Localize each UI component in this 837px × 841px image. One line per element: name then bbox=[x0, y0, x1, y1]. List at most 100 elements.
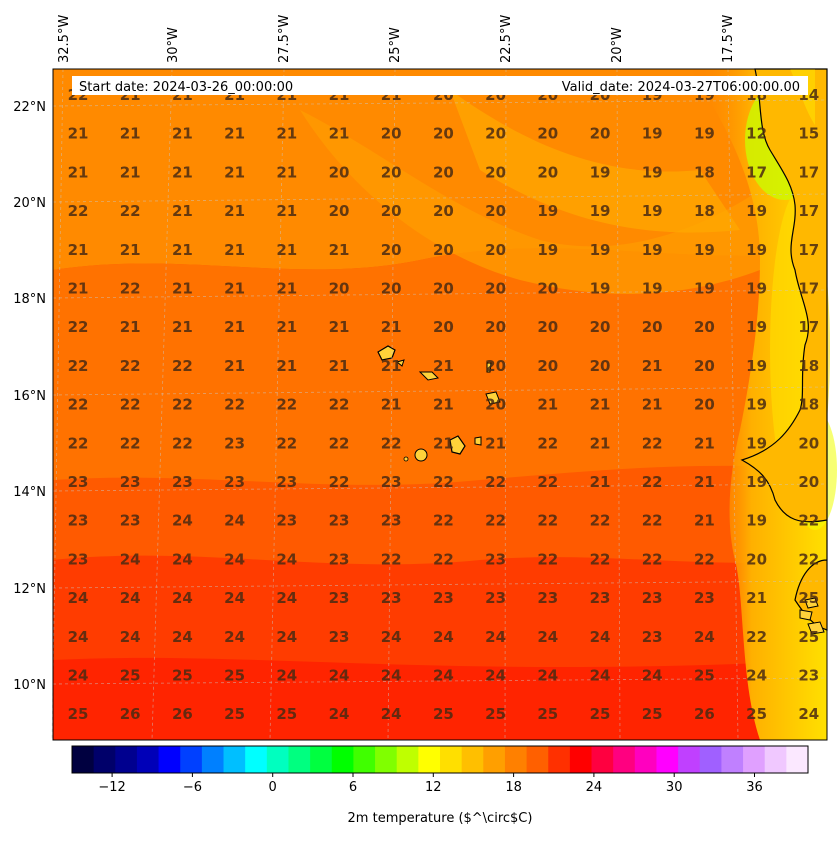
value-label-r15-c13: 24 bbox=[746, 667, 767, 685]
colorbar-cell-6 bbox=[201, 746, 225, 773]
value-label-r11-c14: 22 bbox=[798, 512, 819, 530]
colorbar-cell-33 bbox=[786, 746, 809, 773]
colorbar-cell-24 bbox=[591, 746, 614, 773]
value-label-r10-c10: 21 bbox=[590, 473, 611, 491]
latitude-labels: 22°N 20°N 18°N 16°N 14°N 12°N 10°N bbox=[13, 100, 46, 693]
colorbar-cell-2 bbox=[115, 746, 138, 773]
value-label-r9-c13: 19 bbox=[746, 434, 767, 452]
value-label-r11-c5: 23 bbox=[329, 512, 350, 530]
lat-label-12n: 12°N bbox=[13, 582, 46, 597]
value-label-r12-c12: 22 bbox=[694, 550, 715, 568]
lat-label-14n: 14°N bbox=[13, 485, 46, 500]
value-label-r5-c12: 19 bbox=[694, 280, 715, 298]
value-label-r15-c8: 24 bbox=[485, 667, 506, 685]
value-label-r2-c12: 18 bbox=[694, 163, 715, 181]
colorbar-cell-23 bbox=[569, 746, 593, 773]
value-label-r14-c13: 22 bbox=[746, 628, 767, 646]
value-label-r4-c13: 19 bbox=[746, 241, 767, 259]
value-labels: 2221212121212120202020191918142121212121… bbox=[68, 86, 820, 723]
value-label-r16-c4: 25 bbox=[276, 705, 297, 723]
value-label-r12-c13: 20 bbox=[746, 550, 767, 568]
value-label-r3-c5: 20 bbox=[329, 202, 350, 220]
value-label-r9-c5: 22 bbox=[329, 434, 350, 452]
value-label-r13-c8: 23 bbox=[485, 589, 506, 607]
colorbar-tick-label-6: 24 bbox=[586, 780, 603, 795]
value-label-r7-c3: 21 bbox=[224, 357, 245, 375]
value-label-r12-c7: 22 bbox=[433, 550, 454, 568]
value-label-r3-c9: 19 bbox=[537, 202, 558, 220]
value-label-r7-c10: 20 bbox=[590, 357, 611, 375]
value-label-r10-c7: 22 bbox=[433, 473, 454, 491]
value-label-r16-c11: 25 bbox=[642, 705, 663, 723]
colorbar-cell-18 bbox=[461, 746, 484, 773]
grid-lon-7 bbox=[727, 68, 739, 741]
value-label-r8-c13: 19 bbox=[746, 396, 767, 414]
value-label-r12-c3: 24 bbox=[224, 550, 245, 568]
value-label-r1-c8: 20 bbox=[485, 125, 506, 143]
colorbar-tick-label-0: −12 bbox=[98, 780, 125, 795]
value-label-r1-c1: 21 bbox=[120, 125, 141, 143]
value-label-r3-c11: 19 bbox=[642, 202, 663, 220]
value-label-r15-c3: 25 bbox=[224, 667, 245, 685]
value-label-r1-c2: 21 bbox=[172, 125, 193, 143]
value-label-r8-c8: 20 bbox=[485, 396, 506, 414]
value-label-r5-c11: 19 bbox=[642, 280, 663, 298]
cape-verde-island-6 bbox=[449, 435, 466, 455]
value-label-r1-c13: 12 bbox=[746, 125, 767, 143]
value-label-r7-c0: 22 bbox=[68, 357, 89, 375]
value-label-r2-c11: 19 bbox=[642, 163, 663, 181]
value-label-r15-c12: 25 bbox=[694, 667, 715, 685]
value-label-r8-c9: 21 bbox=[537, 396, 558, 414]
value-label-r5-c2: 21 bbox=[172, 280, 193, 298]
value-label-r16-c10: 25 bbox=[590, 705, 611, 723]
value-label-r4-c8: 20 bbox=[485, 241, 506, 259]
value-label-r13-c7: 23 bbox=[433, 589, 454, 607]
value-label-r16-c2: 26 bbox=[172, 705, 193, 723]
lat-label-22n: 22°N bbox=[13, 100, 46, 115]
value-label-r13-c13: 21 bbox=[746, 589, 767, 607]
value-label-r1-c5: 21 bbox=[329, 125, 350, 143]
lon-label-30w: 30°W bbox=[166, 27, 181, 63]
cool-streak-1 bbox=[300, 110, 760, 294]
value-label-r8-c2: 22 bbox=[172, 396, 193, 414]
value-label-r1-c10: 20 bbox=[590, 125, 611, 143]
value-label-r3-c4: 21 bbox=[276, 202, 297, 220]
colorbar-cell-3 bbox=[136, 746, 160, 773]
cape-verde-island-1 bbox=[377, 345, 396, 361]
value-label-r3-c14: 17 bbox=[798, 202, 819, 220]
colorbar-cell-28 bbox=[678, 746, 701, 773]
value-label-r14-c4: 24 bbox=[276, 628, 297, 646]
value-label-r3-c0: 22 bbox=[68, 202, 89, 220]
bissagos-islands bbox=[799, 597, 825, 635]
value-label-r14-c8: 24 bbox=[485, 628, 506, 646]
value-label-r9-c0: 22 bbox=[68, 434, 89, 452]
colorbar-tick-label-4: 12 bbox=[425, 780, 442, 795]
value-label-r4-c12: 19 bbox=[694, 241, 715, 259]
value-label-r9-c14: 20 bbox=[798, 434, 819, 452]
value-label-r6-c11: 20 bbox=[642, 318, 663, 336]
value-label-r16-c8: 25 bbox=[485, 705, 506, 723]
cape-verde-island-2 bbox=[395, 359, 405, 367]
value-label-r11-c1: 23 bbox=[120, 512, 141, 530]
value-label-r1-c4: 21 bbox=[276, 125, 297, 143]
value-label-r3-c7: 20 bbox=[433, 202, 454, 220]
value-label-r13-c14: 25 bbox=[798, 589, 819, 607]
colorbar-cell-11 bbox=[310, 746, 333, 773]
value-label-r6-c2: 21 bbox=[172, 318, 193, 336]
value-label-r1-c6: 20 bbox=[381, 125, 402, 143]
colorbar-cell-7 bbox=[223, 746, 246, 773]
value-label-r15-c1: 25 bbox=[120, 667, 141, 685]
value-label-r8-c11: 21 bbox=[642, 396, 663, 414]
value-label-r1-c9: 20 bbox=[537, 125, 558, 143]
colorbar-tick-label-8: 36 bbox=[746, 780, 763, 795]
value-label-r12-c4: 24 bbox=[276, 550, 297, 568]
colorbar-cell-25 bbox=[613, 746, 636, 773]
colorbar-cell-16 bbox=[418, 746, 441, 773]
value-label-r6-c4: 21 bbox=[276, 318, 297, 336]
value-label-r9-c12: 21 bbox=[694, 434, 715, 452]
value-label-r12-c11: 22 bbox=[642, 550, 663, 568]
value-label-r13-c6: 23 bbox=[381, 589, 402, 607]
value-label-r15-c2: 25 bbox=[172, 667, 193, 685]
grid-lon-5 bbox=[504, 68, 507, 741]
value-label-r4-c0: 21 bbox=[68, 241, 89, 259]
